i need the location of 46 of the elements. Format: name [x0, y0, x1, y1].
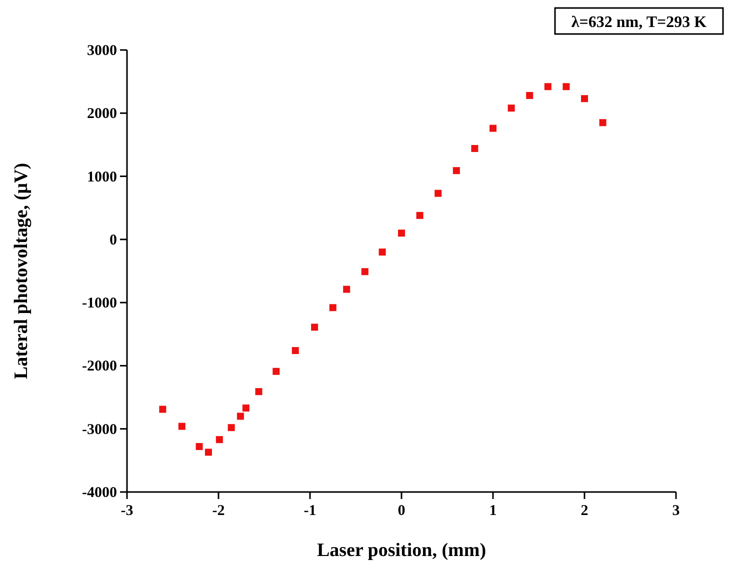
x-tick-label: 0 — [398, 503, 406, 519]
point — [490, 124, 496, 132]
point — [255, 388, 262, 396]
y-tick-label: -2000 — [82, 358, 117, 375]
y-tick-label: 3000 — [87, 43, 117, 59]
point — [508, 104, 515, 112]
text: λ=632 nm, T=293 K — [571, 14, 708, 31]
y-tick-label: -3000 — [82, 422, 117, 438]
point — [378, 248, 386, 256]
x-tick-label: -1 — [304, 503, 316, 519]
y-tick-label: 1000 — [87, 169, 117, 186]
x-tick-label: -2 — [212, 503, 225, 519]
y-axis-title: Lateral photovoltage, (µV) — [11, 162, 32, 380]
point — [216, 436, 223, 444]
point — [361, 268, 368, 276]
x-axis-title: Laser position, (mm) — [316, 540, 486, 561]
y-tick-label: 0 — [110, 232, 117, 248]
point — [242, 404, 250, 412]
point — [434, 190, 442, 197]
point — [272, 368, 280, 375]
point — [599, 119, 606, 126]
point — [228, 424, 235, 432]
point — [292, 347, 299, 354]
x-tick-label: -3 — [120, 503, 134, 519]
x-tick-label: 3 — [672, 503, 680, 519]
point — [416, 212, 424, 219]
point — [236, 412, 244, 420]
point — [471, 145, 478, 152]
y-tick-label: -1000 — [82, 296, 117, 312]
y-tick-label: -4000 — [82, 485, 117, 501]
point — [196, 443, 203, 450]
point — [178, 422, 186, 430]
x-tick-label: 1 — [489, 503, 497, 519]
point — [526, 92, 534, 99]
point — [398, 230, 405, 237]
point — [581, 95, 588, 102]
point — [562, 83, 570, 90]
point — [452, 167, 460, 174]
point — [343, 286, 350, 293]
x-tick-label: 2 — [580, 503, 588, 519]
point — [159, 406, 166, 413]
point — [544, 83, 552, 90]
y-tick-label: 2000 — [87, 106, 117, 122]
point — [204, 448, 212, 456]
point — [311, 324, 318, 331]
point — [329, 304, 336, 312]
